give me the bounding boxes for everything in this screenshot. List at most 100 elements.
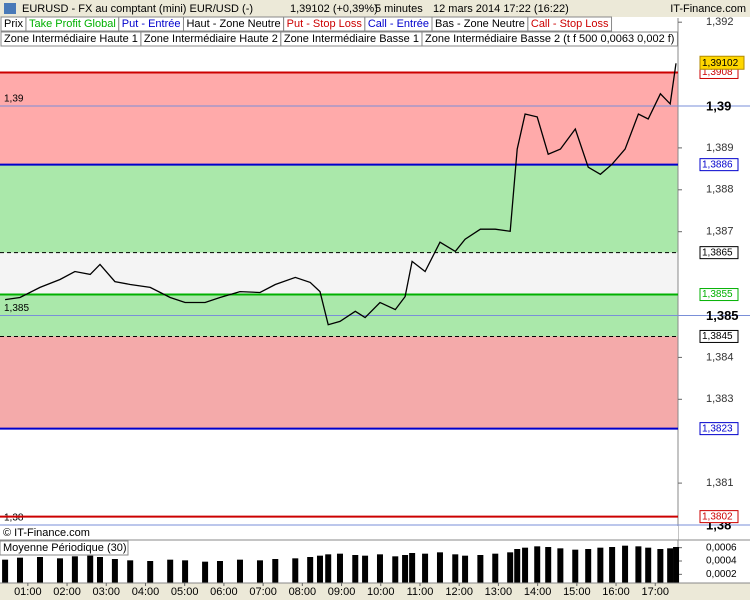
bar <box>622 545 629 583</box>
bar <box>202 561 209 583</box>
bar <box>392 556 399 583</box>
bar <box>87 555 94 583</box>
bar <box>557 548 564 583</box>
legend-box <box>421 31 678 47</box>
bar <box>336 553 343 583</box>
bar <box>71 556 78 583</box>
x-tick-label: 03:00 <box>93 586 121 598</box>
level-label: 1,3886 <box>702 159 733 170</box>
date: 12 mars 2014 17:22 (16:22) <box>433 3 569 15</box>
copyright: © IT-Finance.com <box>3 527 90 539</box>
bar <box>572 549 579 583</box>
bar <box>376 554 383 583</box>
x-tick-label: 12:00 <box>445 586 473 598</box>
x-tick-label: 09:00 <box>328 586 356 598</box>
bar <box>316 555 323 583</box>
legend-label: Call - Stop Loss <box>531 18 609 30</box>
bar <box>597 547 604 583</box>
legend-label: Take Profit Global <box>29 18 116 30</box>
bar <box>657 549 664 583</box>
level-label: 1,3845 <box>702 331 733 342</box>
level-label: 1,3855 <box>702 289 733 300</box>
y-tick-label: 1,387 <box>706 226 734 238</box>
x-tick-label: 11:00 <box>407 586 434 598</box>
bar <box>667 548 674 583</box>
bar <box>256 560 263 583</box>
y-tick-label: 1,388 <box>706 184 734 196</box>
y-tick-label: 1,385 <box>706 308 739 323</box>
zone <box>0 336 678 429</box>
bar <box>56 558 63 583</box>
bar <box>492 553 499 583</box>
legend-label: Zone Intermédiaire Basse 2 (t f 500 0,00… <box>425 33 674 45</box>
y-tick-label: 1,392 <box>706 16 734 28</box>
y-tick-label: 1,381 <box>706 477 734 489</box>
last-price-box <box>699 55 745 70</box>
bar <box>514 549 521 583</box>
legend-label: Put - Entrée <box>122 18 181 30</box>
bar <box>127 560 134 583</box>
subchart-title: Moyenne Périodique (30) <box>3 542 127 554</box>
bar <box>462 555 469 583</box>
x-tick-label: 02:00 <box>53 586 81 598</box>
legend-label: Haut - Zone Neutre <box>186 18 280 30</box>
bar <box>292 558 299 583</box>
x-tick-label: 07:00 <box>249 586 277 598</box>
legend-label: Bas - Zone Neutre <box>435 18 525 30</box>
zone <box>0 252 678 295</box>
level-label: 1,3865 <box>702 247 733 258</box>
bar <box>645 547 652 583</box>
bar <box>236 559 243 583</box>
bar <box>409 553 416 583</box>
y-tick-label: 0,0004 <box>706 556 737 567</box>
bar <box>16 557 23 583</box>
x-tick-label: 16:00 <box>602 586 630 598</box>
x-tick-label: 06:00 <box>210 586 238 598</box>
last-price-label: 1,39102 <box>702 58 739 69</box>
x-tick-label: 13:00 <box>485 586 513 598</box>
x-axis-bg <box>0 583 750 600</box>
bar <box>325 554 332 583</box>
x-tick-label: 01:00 <box>14 586 42 598</box>
bar <box>545 547 552 583</box>
level-label-box <box>699 288 739 302</box>
x-tick-label: 14:00 <box>524 586 552 598</box>
legend-label: Zone Intermédiaire Basse 1 <box>284 33 419 45</box>
bar <box>362 555 369 583</box>
grid-label: 1,385 <box>4 303 29 314</box>
y-tick-label: 1,39 <box>706 98 731 113</box>
legend-box <box>527 16 613 32</box>
y-tick-label: 0,0002 <box>706 569 737 580</box>
level-label-box <box>699 422 739 436</box>
bar <box>167 559 174 583</box>
bar <box>534 546 541 583</box>
level-label-box <box>699 329 739 343</box>
legend-label: Prix <box>4 18 23 30</box>
legend-label: Zone Intermédiaire Haute 2 <box>144 33 278 45</box>
x-tick-label: 08:00 <box>289 586 317 598</box>
bar <box>507 552 514 583</box>
legend-label: Zone Intermédiaire Haute 1 <box>4 33 138 45</box>
bar <box>452 554 459 583</box>
bar <box>182 560 189 583</box>
grid-label: 1,38 <box>4 513 24 524</box>
bar <box>585 549 592 583</box>
x-tick-label: 10:00 <box>367 586 395 598</box>
bar <box>422 553 429 583</box>
x-tick-label: 17:00 <box>641 586 669 598</box>
y-tick-label: 0,0006 <box>706 542 737 553</box>
level-label: 1,3802 <box>702 511 733 522</box>
level-label-box <box>699 158 739 172</box>
bar <box>522 547 529 583</box>
bar <box>96 557 103 583</box>
zone <box>0 164 678 253</box>
y-tick-label: 1,389 <box>706 142 734 154</box>
grid-label: 1,39 <box>4 94 24 105</box>
bar <box>477 555 484 583</box>
price-change: 1,39102 (+0,39%) <box>290 3 378 15</box>
y-tick-label: 1,383 <box>706 393 734 405</box>
level-label-box <box>699 510 739 524</box>
bar <box>272 559 279 583</box>
bar <box>402 555 409 583</box>
